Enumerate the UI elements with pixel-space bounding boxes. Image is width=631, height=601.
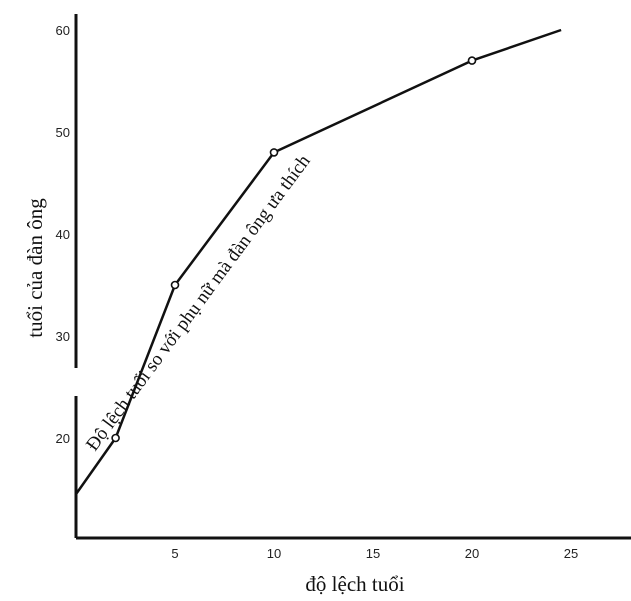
x-tick-label: 5 [171, 546, 178, 561]
data-point [467, 56, 477, 65]
y-tick-labels: 20 30 40 50 60 [56, 23, 70, 446]
x-axis-title: độ lệch tuổi [305, 572, 404, 596]
x-tick-label: 15 [366, 546, 380, 561]
y-tick-label: 60 [56, 23, 70, 38]
y-tick-label: 20 [56, 431, 70, 446]
data-point [111, 433, 120, 443]
series-group [74, 28, 562, 495]
axes [74, 14, 631, 540]
y-axis-title: tuổi của đàn ông [23, 198, 47, 338]
x-tick-label: 20 [465, 546, 479, 561]
x-tick-labels: 5 10 15 20 25 [171, 546, 578, 561]
x-tick-label: 25 [564, 546, 578, 561]
y-tick-label: 40 [56, 227, 70, 242]
series-line [74, 28, 562, 495]
y-tick-label: 50 [56, 125, 70, 140]
y-tick-label: 30 [56, 329, 70, 344]
data-point [170, 280, 180, 290]
line-annotation: Độ lệch tuổi so với phụ nữ mà đàn ông ưa… [82, 151, 315, 455]
x-tick-label: 10 [267, 546, 281, 561]
data-point [269, 148, 279, 157]
